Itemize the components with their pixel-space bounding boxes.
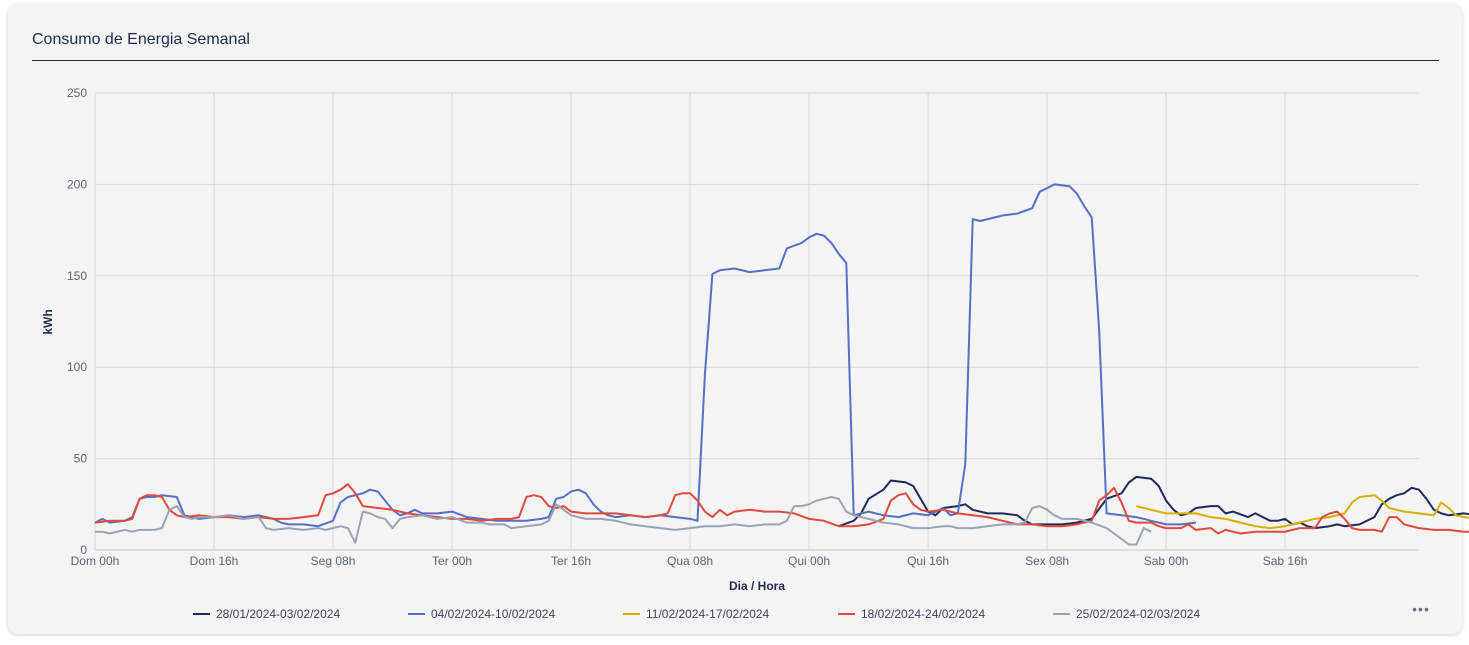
series-line-3 xyxy=(1136,494,1469,530)
x-tick-label: Sex 08h xyxy=(1025,554,1069,568)
legend-label: 18/02/2024-24/02/2024 xyxy=(861,607,985,621)
x-axis-ticks: Dom 00h Dom 16h Seg 08h Ter 00h Ter 16h Qua 0… xyxy=(71,554,1308,568)
x-tick-label: Sab 00h xyxy=(1144,554,1189,568)
y-tick-label: 50 xyxy=(74,452,88,466)
legend-item-2[interactable]: 04/02/2024-10/02/2024 xyxy=(408,607,555,621)
y-tick-label: 0 xyxy=(80,543,87,557)
series-line-2 xyxy=(94,183,1197,528)
x-axis-title: Dia / Hora xyxy=(729,579,785,593)
chart-title: Consumo de Energia Semanal xyxy=(32,31,250,48)
legend-item-1[interactable]: 28/01/2024-03/02/2024 xyxy=(193,607,340,621)
legend-label: 04/02/2024-10/02/2024 xyxy=(431,607,555,621)
legend: 28/01/2024-03/02/2024 04/02/2024-10/02/20… xyxy=(193,607,1200,621)
x-tick-label: Sab 16h xyxy=(1263,554,1308,568)
series-line-4 xyxy=(94,483,1469,535)
legend-item-3[interactable]: 11/02/2024-17/02/2024 xyxy=(623,607,770,621)
x-tick-label: Seg 08h xyxy=(311,554,356,568)
y-tick-label: 200 xyxy=(67,177,87,191)
more-dots-icon[interactable]: ••• xyxy=(1412,601,1430,617)
y-axis-title: kWh xyxy=(41,309,55,334)
chart-card: Consumo de Energia Semanal ••• xyxy=(8,4,1462,634)
y-tick-label: 250 xyxy=(67,86,87,100)
x-tick-label: Qui 16h xyxy=(907,554,949,568)
x-tick-label: Ter 16h xyxy=(551,554,591,568)
legend-label: 28/01/2024-03/02/2024 xyxy=(216,607,340,621)
y-tick-label: 150 xyxy=(67,269,87,283)
x-tick-label: Ter 00h xyxy=(432,554,472,568)
series-lines xyxy=(94,183,1469,546)
series-line-5 xyxy=(95,496,1152,546)
legend-label: 11/02/2024-17/02/2024 xyxy=(646,607,770,621)
x-tick-label: Qua 08h xyxy=(667,554,713,568)
legend-label: 25/02/2024-02/03/2024 xyxy=(1076,607,1200,621)
y-axis-ticks: 0 50 100 150 200 250 xyxy=(67,86,87,557)
series-line-1 xyxy=(838,475,1469,530)
x-tick-label: Qui 00h xyxy=(788,554,830,568)
y-tick-label: 100 xyxy=(67,360,87,374)
x-tick-label: Dom 16h xyxy=(190,554,239,568)
legend-item-4[interactable]: 18/02/2024-24/02/2024 xyxy=(838,607,985,621)
grid-lines xyxy=(94,92,1419,551)
legend-item-5[interactable]: 25/02/2024-02/03/2024 xyxy=(1053,607,1200,621)
x-tick-label: Dom 00h xyxy=(71,554,120,568)
title-divider xyxy=(32,60,1439,61)
